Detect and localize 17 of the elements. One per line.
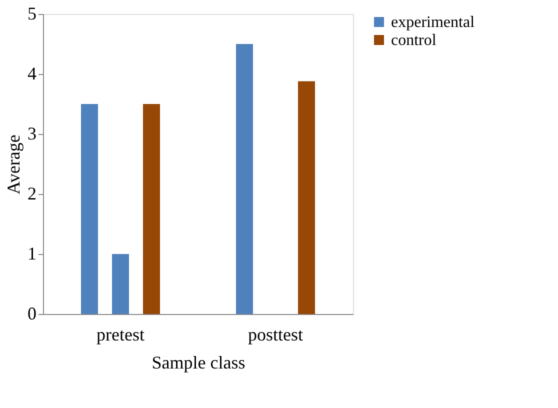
y-tick-label: 2	[28, 184, 36, 204]
bar	[236, 44, 253, 314]
y-tick-label: 0	[28, 304, 36, 324]
y-tick-label: 4	[28, 64, 36, 84]
x-tick-label: posttest	[248, 324, 304, 344]
y-tick-label: 3	[28, 124, 36, 144]
bar	[81, 104, 98, 314]
y-axis-title: Average	[4, 134, 24, 194]
y-tick-label: 1	[28, 244, 36, 264]
x-tick-label: pretest	[96, 324, 144, 344]
legend-label: experimental	[391, 14, 476, 31]
bar	[298, 81, 315, 314]
legend-label: control	[391, 32, 437, 49]
bar	[143, 104, 160, 314]
x-axis-title: Sample class	[152, 352, 246, 372]
y-tick-label: 5	[28, 4, 36, 24]
bar	[112, 254, 129, 314]
